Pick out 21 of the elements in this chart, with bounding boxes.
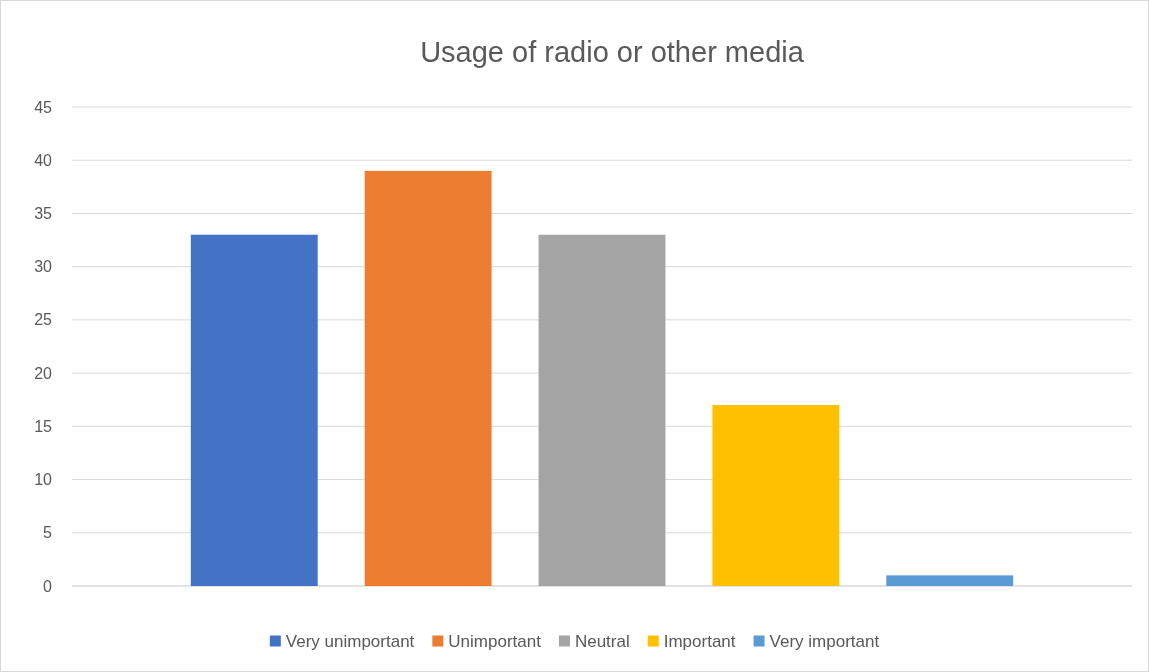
legend-label: Important (663, 631, 736, 651)
legend-label: Very important (769, 631, 880, 651)
y-tick-label: 15 (34, 417, 53, 435)
y-tick-label: 45 (34, 98, 53, 116)
y-tick-label: 10 (34, 471, 53, 489)
bar (886, 575, 1014, 586)
y-tick-label: 40 (34, 151, 53, 169)
bar (190, 234, 318, 586)
bar (364, 170, 492, 586)
y-tick-label: 25 (34, 311, 53, 329)
bar (712, 405, 840, 586)
y-tick-label: 35 (34, 205, 53, 223)
legend-label: Neutral (574, 631, 630, 651)
y-tick-label: 0 (43, 577, 53, 595)
chart-title: Usage of radio or other media (420, 36, 805, 68)
legend-label: Unimportant (448, 631, 542, 651)
legend-label: Very unimportant (285, 631, 415, 651)
y-tick-label: 30 (34, 258, 53, 276)
bar (538, 234, 666, 586)
y-tick-label: 5 (43, 524, 53, 542)
y-tick-label: 20 (34, 364, 53, 382)
